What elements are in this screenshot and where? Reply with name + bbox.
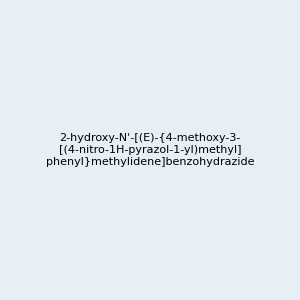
Text: 2-hydroxy-N'-[(E)-{4-methoxy-3-
[(4-nitro-1H-pyrazol-1-yl)methyl]
phenyl}methyli: 2-hydroxy-N'-[(E)-{4-methoxy-3- [(4-nitr…	[46, 134, 254, 166]
